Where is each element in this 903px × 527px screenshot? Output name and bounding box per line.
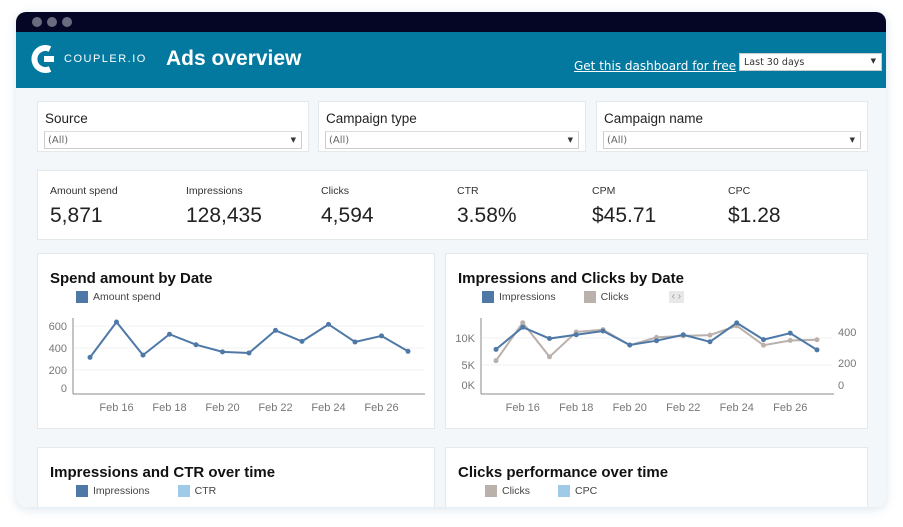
chart-legend: Amount spend [76,291,161,303]
dropdown-arrow-icon: ▼ [870,57,876,65]
legend-item[interactable]: Impressions [76,485,150,497]
kpi-label: Impressions [186,185,243,197]
legend-item[interactable]: Impressions [482,291,556,303]
kpi-amount-spend: Amount spend 5,871 [50,185,118,228]
legend-swatch [177,485,190,497]
select-value: (All) [607,135,628,146]
kpi-cpc: CPC $1.28 [728,185,781,228]
legend-swatch [558,485,570,497]
logo: COUPLER.IO [30,45,147,73]
legend-label: Amount spend [93,291,161,303]
legend-item[interactable]: Clicks [583,291,629,303]
impressions-ctr-chart-card: Impressions and CTR over time Impression… [37,447,435,507]
window-dot-icon[interactable] [47,17,57,27]
date-range-value: Last 30 days [744,57,805,68]
chart-legend: Impressions Clicks ‹ › [482,291,685,303]
kpi-label: Clicks [321,185,349,197]
chart-title: Impressions and Clicks by Date [458,270,684,287]
kpi-value: 3.58% [457,204,517,227]
kpi-impressions: Impressions 128,435 [186,185,262,228]
legend-item[interactable]: Clicks [485,485,530,497]
legend-item[interactable]: Amount spend [76,291,161,303]
kpi-label: CPM [592,185,616,197]
chart-legend: Clicks CPC [485,485,597,497]
window-titlebar [16,12,886,32]
filter-label: Source [45,111,88,126]
legend-label: Impressions [499,291,556,303]
window-dot-icon[interactable] [32,17,42,27]
filter-label: Campaign type [326,111,417,126]
clicks-performance-chart-card: Clicks performance over time Clicks CPC [445,447,868,507]
dropdown-arrow-icon: ▼ [290,136,296,144]
kpi-label: CPC [728,185,751,197]
spend-chart-card: Spend amount by Date Amount spend [37,253,435,429]
legend-label: Clicks [502,485,530,497]
legend-item[interactable]: CPC [558,485,597,497]
legend-swatch [583,291,596,303]
filter-campaign-type: Campaign type (All) ▼ [318,101,586,152]
coupler-logo-icon [31,45,54,73]
select-value: (All) [329,135,350,146]
legend-label: CPC [575,485,598,497]
legend-label: Clicks [600,291,629,303]
legend-swatch [482,291,494,303]
legend-swatch [76,291,88,303]
filter-campaign-name: Campaign name (All) ▼ [596,101,868,152]
source-select[interactable]: (All) ▼ [44,131,302,149]
logo-text: COUPLER.IO [64,53,147,65]
select-value: (All) [48,135,69,146]
get-dashboard-link[interactable]: Get this dashboard for free [574,59,737,73]
chart-title: Clicks performance over time [458,464,669,481]
filter-source: Source (All) ▼ [37,101,309,152]
kpi-clicks: Clicks 4,594 [321,185,374,228]
legend-pager-icon[interactable]: ‹ › [668,291,685,303]
page-title: Ads overview [166,47,302,70]
campaign-name-select[interactable]: (All) ▼ [603,131,861,149]
kpi-value: $1.28 [728,204,781,227]
legend-label: Impressions [93,485,150,497]
kpi-value: 5,871 [50,204,103,227]
legend-swatch [76,485,88,497]
kpi-value: $45.71 [592,204,657,227]
chart-legend: Impressions CTR [76,485,216,497]
kpi-panel: Amount spend 5,871 Impressions 128,435 Cli… [37,170,868,240]
kpi-value: 4,594 [321,204,374,227]
dropdown-arrow-icon: ▼ [567,136,573,144]
dropdown-arrow-icon: ▼ [849,136,855,144]
date-range-select[interactable]: Last 30 days ▼ [739,53,882,71]
legend-item[interactable]: CTR [177,485,217,497]
dashboard-header: COUPLER.IO Ads overview Get this dashboa… [16,32,886,88]
legend-label: CTR [194,485,217,497]
dashboard-window: COUPLER.IO Ads overview Get this dashboa… [16,12,886,507]
filter-label: Campaign name [604,111,704,126]
kpi-cpm: CPM $45.71 [592,185,656,228]
impressions-clicks-chart-card: Impressions and Clicks by Date Impressio… [445,253,868,429]
chart-title: Spend amount by Date [50,270,213,287]
kpi-label: Amount spend [50,185,118,197]
kpi-value: 128,435 [186,204,262,227]
kpi-label: CTR [457,185,479,197]
window-dot-icon[interactable] [62,17,72,27]
campaign-type-select[interactable]: (All) ▼ [325,131,579,149]
legend-swatch [485,485,497,497]
chart-title: Impressions and CTR over time [50,464,276,481]
kpi-ctr: CTR 3.58% [457,185,517,228]
